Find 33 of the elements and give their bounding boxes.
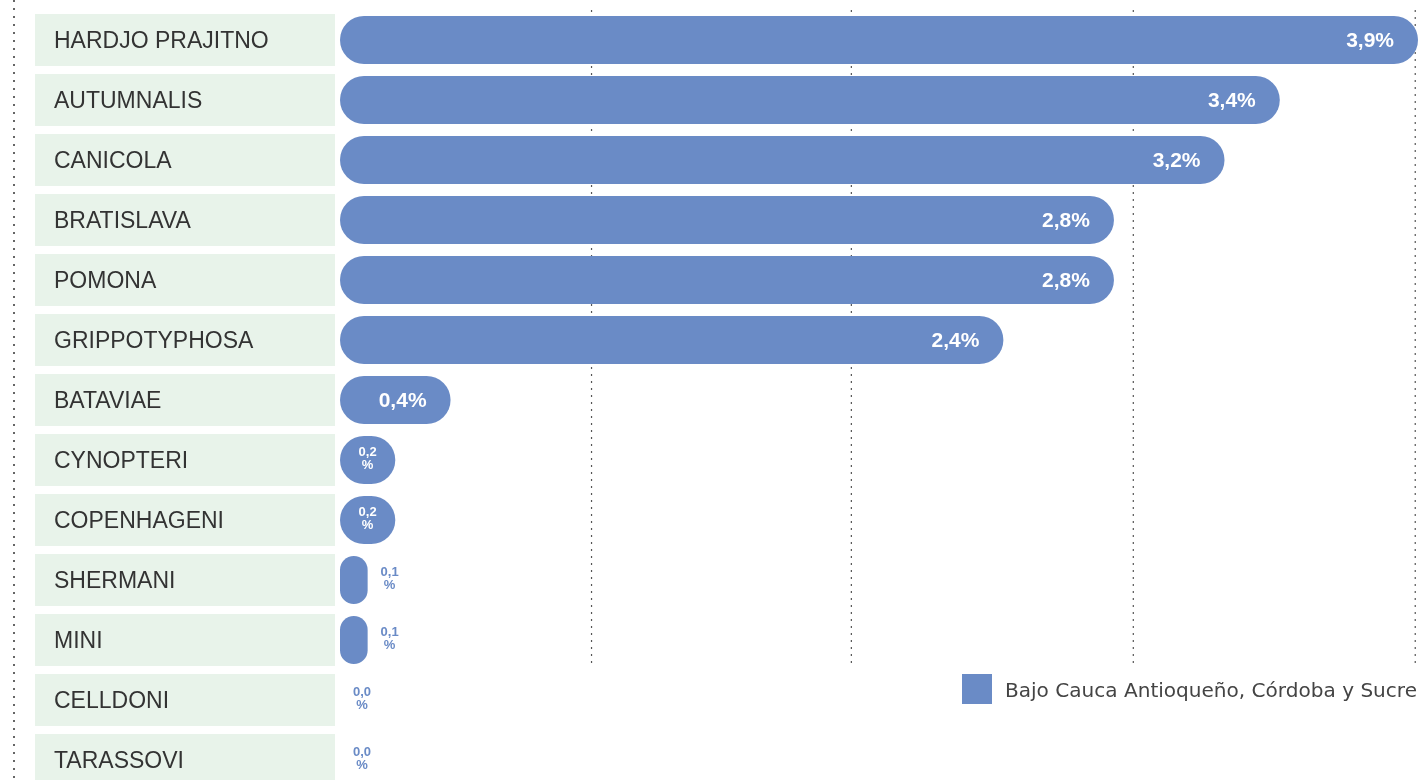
data-label: 2,8% [1042,208,1091,231]
data-label: 2,8% [1042,268,1091,291]
data-label: 0,4% [378,388,427,411]
data-label: 3,2% [1152,148,1201,171]
y-tick-label: BRATISLAVA [54,207,192,233]
data-label: 0,1% [380,624,399,652]
y-tick-label: CYNOPTERI [54,447,189,473]
bar [340,16,1418,64]
legend-label: Bajo Cauca Antioqueño, Córdoba y Sucre [1005,678,1417,702]
bar [340,256,1114,304]
y-tick-label: COPENHAGENI [54,507,224,533]
y-tick-label: CELLDONI [54,687,170,713]
data-label: 3,9% [1346,28,1395,51]
y-tick-label: HARDJO PRAJITNO [54,27,269,53]
y-tick-label: MINI [54,627,103,653]
data-label: 3,4% [1207,88,1257,111]
y-tick-label: BATAVIAE [54,387,162,413]
y-tick-label: POMONA [54,267,157,293]
data-label: 0,0% [352,684,372,712]
y-tick-label: GRIPPOTYPHOSA [54,327,255,353]
y-tick-label: SHERMANI [54,567,176,593]
bar [340,136,1225,184]
bar [340,196,1114,244]
data-label: 0,0% [352,744,372,772]
data-label: 0,1% [380,564,399,592]
data-label: 0,2% [358,444,377,472]
bar [340,316,1004,364]
y-tick-label: AUTUMNALIS [54,87,203,113]
bar [340,76,1280,124]
data-label: 0,2% [358,504,377,532]
y-tick-label: TARASSOVI [54,747,184,773]
data-label: 2,4% [931,328,980,351]
y-tick-label: CANICOLA [54,147,173,173]
